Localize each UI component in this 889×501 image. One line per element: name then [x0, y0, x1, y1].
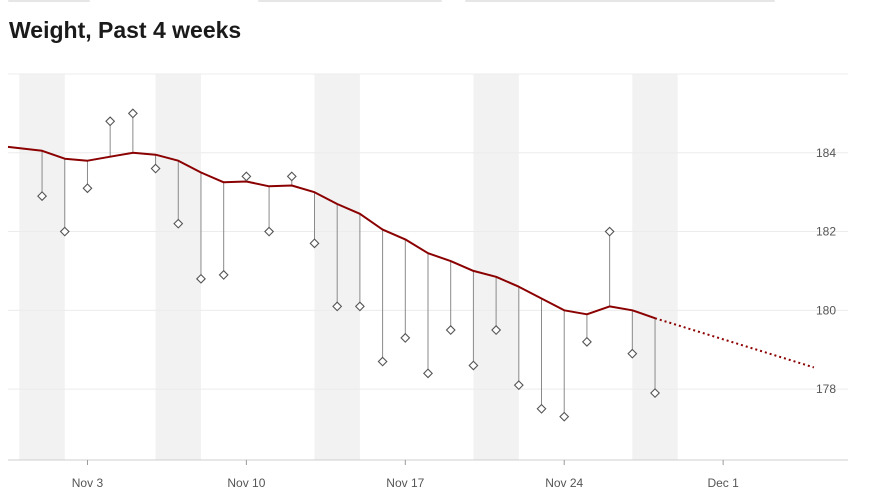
measurement-point [581, 336, 592, 347]
measurement-point [627, 348, 638, 359]
top-tab-strip [0, 0, 889, 6]
weekend-bands [19, 74, 678, 460]
measurement-point [400, 332, 411, 343]
measurement-point [491, 325, 502, 335]
measurement-point [105, 116, 116, 127]
measurement-point [264, 226, 275, 237]
measurement-point [218, 269, 229, 280]
projection-line [654, 317, 815, 369]
weekend-band [632, 74, 678, 460]
measurement-point [82, 183, 93, 194]
measurement-point [241, 171, 252, 182]
measurement-point [423, 368, 433, 379]
measurement-point [604, 226, 615, 237]
y-tick-label: 180 [816, 303, 836, 317]
measurement-point [127, 108, 138, 119]
top-tab-indicator [258, 0, 442, 2]
measurement-point [377, 356, 388, 367]
y-gridlines [8, 73, 848, 390]
y-tick-label: 184 [816, 146, 836, 160]
measurement-point [445, 325, 456, 335]
measurement-point [195, 273, 206, 284]
top-tab-indicator [8, 0, 90, 2]
measurement-point [309, 238, 320, 249]
y-tick-label: 182 [816, 225, 836, 239]
x-tick-label: Dec 1 [707, 476, 739, 490]
measurement-point [37, 191, 48, 202]
deviation-stems [41, 113, 656, 417]
measurement-point [513, 380, 524, 391]
measurement-point [559, 411, 570, 422]
x-axis [8, 459, 848, 465]
trend-lines [7, 145, 815, 369]
measurement-point [468, 360, 479, 371]
measurement-markers [37, 108, 661, 422]
weekend-band [155, 74, 201, 460]
y-tick-label: 178 [816, 382, 836, 396]
measurement-point [650, 388, 661, 399]
measurement-point [59, 226, 70, 237]
measurement-point [150, 163, 161, 174]
chart-title: Weight, Past 4 weeks [9, 17, 242, 43]
x-tick-label: Nov 24 [545, 476, 583, 490]
weekend-band [19, 74, 65, 460]
measurement-point [354, 301, 365, 312]
top-tab-indicator [465, 0, 775, 2]
x-tick-label: Nov 10 [227, 476, 265, 490]
x-tick-label: Nov 3 [72, 476, 104, 490]
measurement-point [286, 171, 297, 182]
measurement-point [332, 301, 343, 312]
x-tick-label: Nov 17 [386, 476, 424, 490]
trend-line [7, 145, 656, 320]
measurement-point [536, 403, 547, 414]
weekend-band [473, 74, 519, 460]
tick-labels: 178 180 182 184 Nov 3 Nov 10 Nov 17 Nov 24 Dec 1 [72, 146, 837, 490]
measurement-point [173, 218, 184, 229]
